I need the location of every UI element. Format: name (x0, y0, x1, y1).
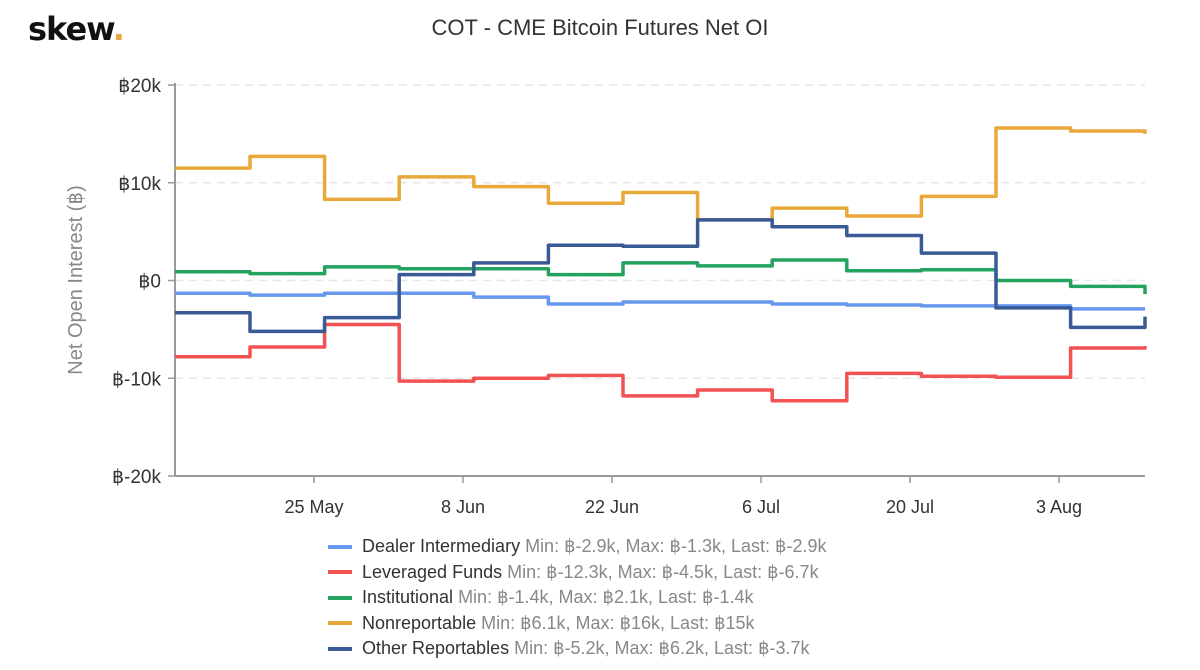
legend-swatch (328, 595, 352, 600)
y-tick-label: ฿0 (138, 272, 161, 293)
chart-svg: ฿20k ฿10k ฿0 ฿-10k ฿-20k 25 May 8 Jun 22 Jun 6 … (65, 76, 1147, 517)
series-line-leveraged-funds (175, 322, 1147, 403)
grid-lines (175, 84, 1145, 379)
legend-series-name: Other Reportables (362, 638, 510, 659)
x-tick-label: 6 Jul (742, 497, 780, 517)
y-tick-label: ฿20k (118, 76, 161, 97)
series-line-dealer-intermediary (175, 291, 1145, 311)
series-line-other-reportables (175, 218, 1147, 334)
legend-item[interactable]: Nonreportable Min: ฿6.1k, Max: ฿16k, Last… (328, 611, 827, 637)
y-tick-label: ฿-10k (112, 369, 162, 390)
x-tick-label: 20 Jul (886, 497, 934, 517)
legend-series-name: Leveraged Funds (362, 561, 503, 582)
series-line-nonreportable (175, 126, 1147, 222)
legend-swatch (328, 621, 352, 626)
skew-logo: skew. (28, 10, 125, 48)
x-tick-label: 8 Jun (441, 497, 485, 517)
chart-title: COT - CME Bitcoin Futures Net OI (431, 15, 769, 40)
legend-series-name: Nonreportable (362, 612, 477, 633)
y-tick-label: ฿-20k (112, 467, 162, 488)
legend-series-stats: Min: ฿-1.4k, Max: ฿2.1k, Last: ฿-1.4k (458, 587, 754, 608)
legend-item[interactable]: Institutional Min: ฿-1.4k, Max: ฿2.1k, La… (328, 585, 827, 611)
legend-item[interactable]: Leveraged Funds Min: ฿-12.3k, Max: ฿-4.5k… (328, 560, 827, 586)
y-axis-ticks: ฿20k ฿10k ฿0 ฿-10k ฿-20k (112, 76, 175, 488)
x-axis-ticks: 25 May 8 Jun 22 Jun 6 Jul 20 Jul 3 Aug (284, 476, 1082, 517)
legend-series-stats: Min: ฿6.1k, Max: ฿16k, Last: ฿15k (481, 612, 755, 633)
series-lines (175, 126, 1147, 403)
x-tick-label: 22 Jun (585, 497, 639, 517)
legend-series-stats: Min: ฿-2.9k, Max: ฿-1.3k, Last: ฿-2.9k (525, 536, 827, 557)
y-tick-label: ฿10k (118, 174, 161, 195)
y-axis-label: Net Open Interest (฿) (65, 185, 87, 374)
series-line-institutional (175, 258, 1147, 295)
x-tick-label: 3 Aug (1036, 497, 1082, 517)
legend-swatch (328, 646, 352, 651)
legend-series-stats: Min: ฿-5.2k, Max: ฿6.2k, Last: ฿-3.7k (514, 638, 810, 659)
legend-series-name: Institutional (362, 587, 454, 608)
legend-swatch (328, 570, 352, 575)
x-tick-label: 25 May (284, 497, 343, 517)
logo-dot: . (112, 10, 125, 48)
legend-item[interactable]: Dealer Intermediary Min: ฿-2.9k, Max: ฿-1… (328, 534, 827, 560)
legend-series-name: Dealer Intermediary (362, 536, 521, 557)
legend-swatch (328, 544, 352, 549)
logo-text: skew (28, 10, 114, 48)
legend-series-stats: Min: ฿-12.3k, Max: ฿-4.5k, Last: ฿-6.7k (507, 561, 819, 582)
legend-item[interactable]: Other Reportables Min: ฿-5.2k, Max: ฿6.2k… (328, 636, 827, 662)
axes (174, 83, 1145, 477)
legend: Dealer Intermediary Min: ฿-2.9k, Max: ฿-1… (328, 534, 827, 662)
